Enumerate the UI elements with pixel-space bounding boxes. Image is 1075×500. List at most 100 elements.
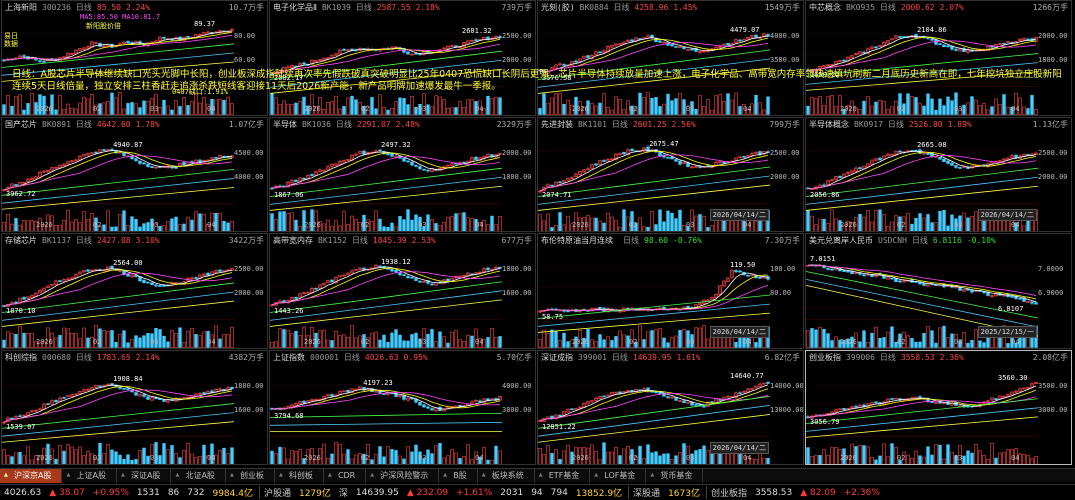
kline-panel[interactable]: 美元兑离岸人民币 USDCNH 日线 6.8116 -0.10% 7.0000 6.9000… [805,233,1072,349]
kline-panel[interactable]: 中芯概念 BK0935 日线 2000.62 2.07% 1266万手 2000.00 180… [805,0,1072,116]
volume-bar [806,330,810,348]
volume-bar [670,458,674,464]
candle-body [866,48,870,54]
moving-average-line [807,154,1037,189]
market-tab[interactable]: 上证A股 [62,469,117,483]
candle-body [86,269,90,272]
candle-body [818,65,822,70]
volume-bar [342,210,346,231]
candle-body [998,159,1002,162]
market-tab[interactable]: 板块系统 [478,469,535,483]
market-tab[interactable]: 创业板 [226,469,275,483]
kline-panel[interactable]: 半导体概念 BK0917 日线 2526.80 1.89% 1.13亿手 2500.00 20… [805,116,1072,232]
candle-body [210,156,214,160]
volume-bar [98,442,102,464]
candle-body [958,166,962,169]
kline-panel[interactable]: 高带宽内存 BK1152 日线 1845.39 2.53% 677万手 1800.00 160… [269,233,536,349]
volume-bar [630,210,634,231]
volume-bar [302,209,306,231]
candle-body [194,277,198,279]
market-tab[interactable]: LOF基金 [590,469,647,483]
candle-body [558,180,562,183]
x-tick-label: 2026 [304,454,321,462]
x-tick-label: 2026 [572,104,589,113]
kline-panel[interactable]: 电子化学品Ⅱ BK1039 日线 2587.55 2.18% 739万手 2500.00 20… [269,0,536,116]
candle-body [146,395,150,400]
kline-panel[interactable]: 上海新阳 300236 日线 85.50 2.24% 10.7万手 80.00 60.00 20… [1,0,268,116]
market-tab[interactable]: 北证A股 [171,469,226,483]
candle-body [670,396,674,399]
candle-body [858,404,862,407]
volume-bar [614,336,618,348]
volume-bar [370,332,374,348]
market-tab[interactable]: 沪深京A股 [0,469,63,483]
volume-bar [98,225,102,231]
kline-chart [806,33,1038,115]
volume-bar [382,455,386,464]
candle-body [334,53,338,56]
volume-bar [698,95,702,115]
kline-panel[interactable]: 上证指数 000001 日线 4026.63 0.95% 5.70亿手 4000.00 380… [269,349,536,465]
ma120-line [538,303,770,327]
volume-bar [162,99,166,115]
candle-body [994,397,998,400]
market-tab[interactable]: CDR [324,469,367,483]
kline-panel[interactable]: 存储芯片 BK1137 日线 2427.08 3.10% 3422万手 2500.00 200… [1,233,268,349]
volume-bar [546,444,550,464]
candle-body [462,274,466,277]
volume-bar [202,331,206,348]
volume-bar [982,342,986,348]
volume-bar [42,223,46,231]
status-value: 1531 [136,487,160,498]
candle-body [1010,154,1014,158]
x-tick-label: 02 [361,221,370,229]
kline-panel[interactable]: 国产芯片 BK0891 日线 4642.60 1.78% 1.07亿手 4500.00 400… [1,116,268,232]
volume-bar [570,451,574,464]
volume-bar [846,455,850,464]
volume-bar [306,448,310,464]
candle-body [362,150,366,155]
candle-body [302,292,306,294]
kline-panel[interactable]: 先进封装 BK1101 日线 2601.25 2.56% 799万手 2500.00 2000… [537,116,804,232]
market-tab[interactable]: B股 [439,469,478,483]
market-tab[interactable]: 沪深风险警示 [366,469,440,483]
candle-body [410,53,414,56]
volume-bar [1006,343,1010,348]
candle-body [614,43,618,46]
kline-panel[interactable]: 科创综指 000680 日线 1783.65 2.14% 4382万手 1800.00 160… [1,349,268,465]
volume-bar [26,220,30,231]
kline-panel[interactable]: 光刻(胶) BK0884 日线 4258.96 1.45% 1549万手 4000.00 35… [537,0,804,116]
volume-bar [610,340,614,348]
kline-panel[interactable]: 半导体 BK1036 日线 2291.07 2.48% 2329万手 2000.00 1800… [269,116,536,232]
volume-bar [570,222,574,231]
x-tick-label: 03 [150,221,159,229]
candle-body [466,40,470,44]
kline-panel[interactable]: 布伦特原油当月连续 日线 98.60 -0.76% 7.30万手 100.00 80.00 2… [537,233,804,349]
y-tick-label: 60.00 [234,56,256,64]
volume-bar [294,102,298,115]
market-tab[interactable]: 货币基金 [646,469,704,483]
candle-body [462,41,466,48]
market-tab[interactable]: 科创板 [275,469,324,483]
volume-bar [974,210,978,231]
volume-bar [414,214,418,231]
candle-body [338,49,342,55]
volume-bar [926,445,930,464]
kline-panel[interactable]: 深证成指 399001 日线 14639.95 1.61% 6.82亿手 14000.00 1… [537,349,804,465]
kline-panel[interactable]: 创业板指 399006 日线 3558.53 2.36% 2.08亿手 3500.00 300… [805,349,1072,465]
candle-body [122,151,126,156]
candle-body [574,407,578,410]
volume-bar [226,222,230,231]
moving-average-line [807,150,1037,189]
volume-bar [38,342,42,348]
candle-body [354,153,358,156]
volume-bar [754,220,758,231]
volume-bar [126,224,130,231]
volume-bar [10,333,14,348]
candle-body [306,292,310,294]
x-tick-label: 03 [418,454,427,462]
x-tick-label: 2026 [36,221,53,229]
market-tab[interactable]: 深证A股 [117,469,172,483]
x-tick-label: 04 [475,104,484,113]
market-tab[interactable]: ETF基金 [535,469,591,483]
